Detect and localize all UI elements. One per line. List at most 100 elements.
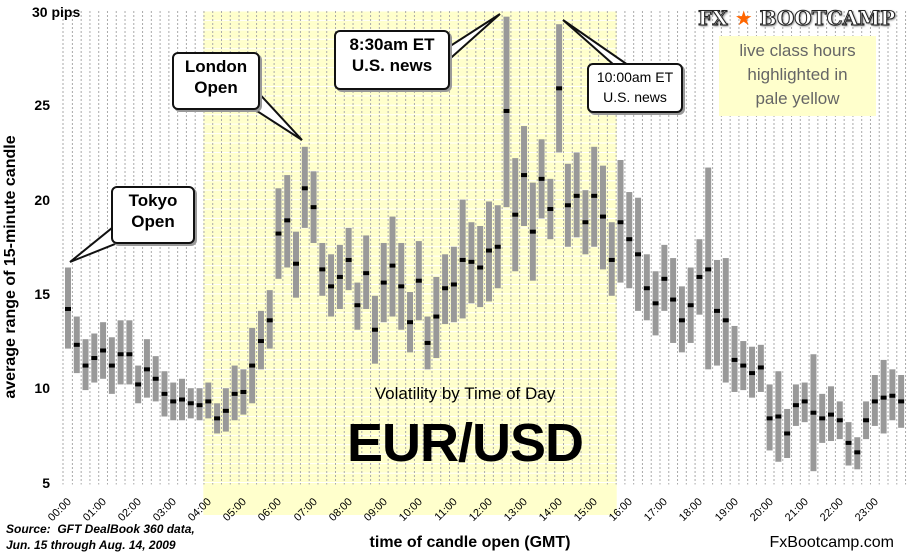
mid-marker [608,257,615,262]
mid-marker [424,340,431,345]
mid-marker [345,257,352,262]
mid-marker [240,389,247,394]
callout-london-open: London Open [172,52,260,110]
mid-marker [854,450,861,455]
callout-line: 10:00am ET [596,69,674,85]
mid-marker [82,363,89,368]
chart-title: Volatility by Time of Day [374,384,556,403]
mid-marker [591,193,598,198]
mid-marker [126,352,133,357]
mid-marker [801,399,808,404]
mid-marker [494,244,501,249]
chart-subtitle-pair: EUR/USD [346,413,584,473]
callout-line: Tokyo [128,191,178,210]
mid-marker [819,416,826,421]
mid-marker [678,318,685,323]
callout-line: London [184,57,248,76]
y-tick-label: 5 [42,474,50,491]
callout-line: 8:30am ET [349,35,435,54]
mid-marker [661,276,668,281]
mid-marker [205,399,212,404]
logo-text-fx: FX [698,6,729,31]
logo-text-bootcamp: BOOTCAMP [759,6,896,31]
mid-marker [284,218,291,223]
mid-marker [766,416,773,421]
mid-marker [433,314,440,319]
mid-marker [214,416,221,421]
mid-marker [757,365,764,370]
mid-marker [152,376,159,381]
mid-marker [442,286,449,291]
mid-marker [371,327,378,332]
mid-marker [617,220,624,225]
y-tick-label: 25 [34,97,50,114]
mid-marker [722,318,729,323]
mid-marker [450,282,457,287]
y-unit-label: 30 pips [32,4,81,20]
mid-marker [354,303,361,308]
mid-marker [179,397,186,402]
mid-marker [871,399,878,404]
mid-marker [863,418,870,423]
callout-line: Open [194,78,238,97]
mid-marker [740,363,747,368]
mid-marker [91,356,98,361]
callout-line: U.S. news [351,56,433,75]
mid-marker [556,86,563,91]
mid-marker [398,284,405,289]
fxbootcamp-logo: FX ★ BOOTCAMP [698,6,908,31]
mid-marker [301,186,308,191]
mid-marker [459,257,466,262]
mid-marker [143,367,150,372]
mid-marker [705,267,712,272]
y-tick-label: 20 [34,191,50,208]
mid-marker [231,391,238,396]
mid-marker [635,252,642,257]
mid-marker [836,418,843,423]
mid-marker [222,408,229,413]
mid-marker [696,274,703,279]
mid-marker [249,363,256,368]
mid-marker [73,342,80,347]
x-axis-label: time of candle open (GMT) [369,534,571,551]
mid-marker [670,297,677,302]
mid-marker [713,308,720,313]
mid-marker [845,440,852,445]
mid-marker [117,352,124,357]
mid-marker [275,231,282,236]
mid-marker [477,265,484,270]
callout-line: Open [131,212,175,231]
callout-us-news-830: 8:30am ET U.S. news [334,30,450,90]
mid-marker [266,318,273,323]
mid-marker [749,371,756,376]
mid-marker [319,267,326,272]
source-line: Jun. 15 through Aug. 14, 2009 [6,538,176,552]
star-icon: ★ [734,6,753,30]
mid-marker [415,278,422,283]
mid-marker [328,284,335,289]
mid-marker [196,403,203,408]
mid-marker [564,203,571,208]
mid-marker [547,207,554,212]
callout-tokyo-open: Tokyo Open [111,186,195,244]
mid-marker [599,214,606,219]
mid-marker [187,401,194,406]
highlight-band [203,11,617,515]
mid-marker [889,393,896,398]
mid-marker [310,205,317,210]
mid-marker [810,410,817,415]
mid-marker [100,348,107,353]
mid-marker [389,263,396,268]
mid-marker [468,259,475,264]
mid-marker [503,108,510,113]
website-link[interactable]: FxBootcamp.com [769,534,894,551]
mid-marker [485,248,492,253]
mid-marker [65,306,71,311]
mid-marker [784,431,791,436]
source-line: Source: GFT DealBook 360 data, [6,522,195,536]
mid-marker [880,395,887,400]
mid-marker [538,176,545,181]
mid-marker [582,220,589,225]
highlight-legend-note: live class hours highlighted in pale yel… [719,36,876,116]
